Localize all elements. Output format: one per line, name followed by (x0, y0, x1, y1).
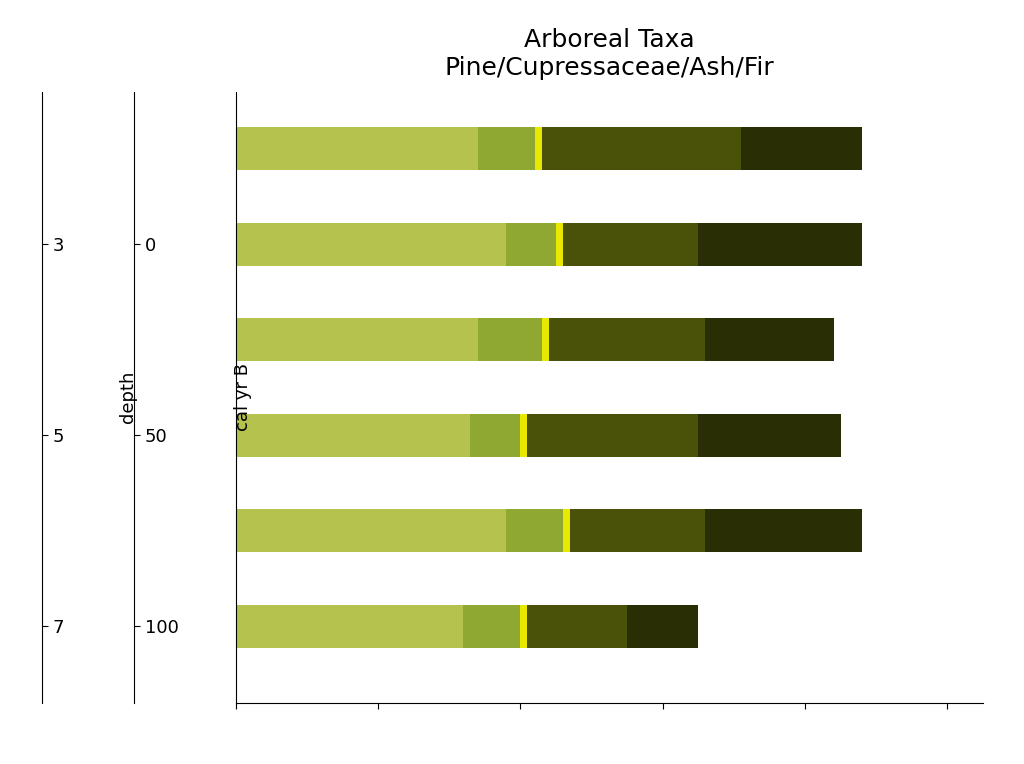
Bar (236, 414, 470, 457)
Bar (520, 414, 527, 457)
Bar (563, 510, 570, 552)
Bar (527, 605, 627, 648)
Bar (527, 414, 698, 457)
Title: Arboreal Taxa
Pine/Cupressaceae/Ash/Fir: Arboreal Taxa Pine/Cupressaceae/Ash/Fir (444, 28, 774, 80)
Bar (549, 319, 706, 361)
Bar (542, 319, 549, 361)
Bar (463, 605, 520, 648)
Y-axis label: cal yr B: cal yr B (234, 363, 252, 432)
Bar (477, 319, 542, 361)
Bar (563, 223, 698, 266)
Bar (741, 128, 862, 170)
Bar (535, 128, 542, 170)
Bar (506, 223, 556, 266)
Y-axis label: depth: depth (120, 371, 137, 423)
Bar (698, 414, 841, 457)
Bar (520, 605, 527, 648)
Bar (698, 223, 862, 266)
Bar (477, 128, 535, 170)
Bar (706, 510, 862, 552)
Bar (236, 128, 477, 170)
Bar (470, 414, 520, 457)
Bar (627, 605, 698, 648)
Bar (556, 223, 563, 266)
Bar (236, 605, 463, 648)
Bar (706, 319, 834, 361)
Bar (542, 128, 741, 170)
Bar (236, 510, 506, 552)
Bar (236, 319, 477, 361)
Bar (236, 223, 506, 266)
Bar (570, 510, 706, 552)
Bar (506, 510, 563, 552)
